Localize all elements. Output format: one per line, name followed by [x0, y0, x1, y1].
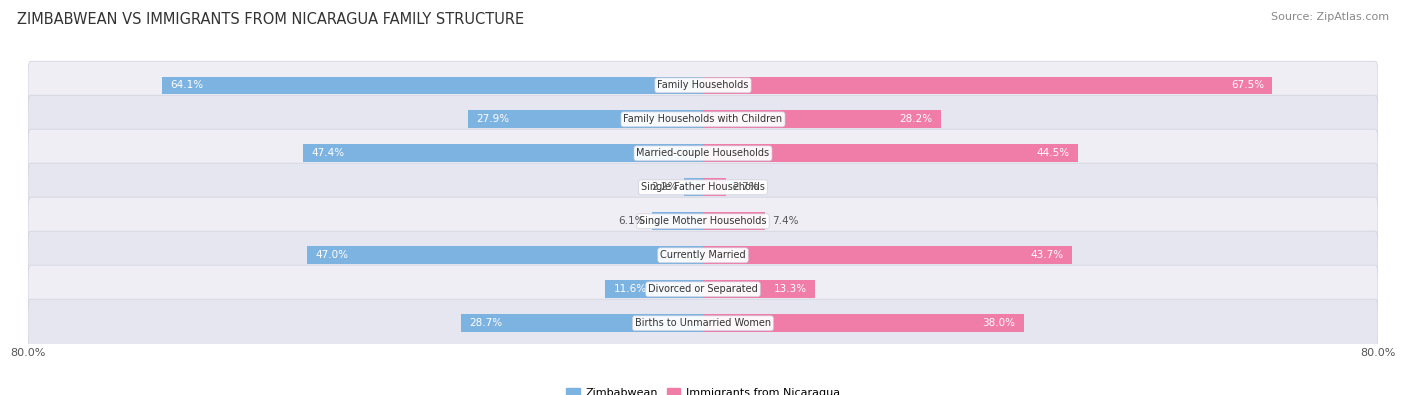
FancyBboxPatch shape: [28, 231, 1378, 279]
Text: 7.4%: 7.4%: [772, 216, 799, 226]
Bar: [605, 280, 703, 298]
Text: 44.5%: 44.5%: [1036, 148, 1070, 158]
Bar: [651, 213, 703, 230]
Bar: [703, 77, 1272, 94]
FancyBboxPatch shape: [28, 129, 1378, 177]
Text: Divorced or Separated: Divorced or Separated: [648, 284, 758, 294]
FancyBboxPatch shape: [28, 163, 1378, 211]
Bar: [307, 246, 703, 264]
FancyBboxPatch shape: [28, 61, 1378, 109]
FancyBboxPatch shape: [28, 299, 1378, 347]
Bar: [703, 145, 1078, 162]
Text: Source: ZipAtlas.com: Source: ZipAtlas.com: [1271, 12, 1389, 22]
Bar: [703, 213, 765, 230]
Text: 38.0%: 38.0%: [983, 318, 1015, 328]
Text: Births to Unmarried Women: Births to Unmarried Women: [636, 318, 770, 328]
Text: 13.3%: 13.3%: [773, 284, 807, 294]
FancyBboxPatch shape: [28, 265, 1378, 313]
Bar: [304, 145, 703, 162]
Bar: [703, 280, 815, 298]
FancyBboxPatch shape: [28, 95, 1378, 143]
Text: Single Mother Households: Single Mother Households: [640, 216, 766, 226]
Bar: [468, 111, 703, 128]
Text: Single Father Households: Single Father Households: [641, 182, 765, 192]
Bar: [703, 314, 1024, 332]
Bar: [162, 77, 703, 94]
Text: 64.1%: 64.1%: [170, 80, 204, 90]
Text: 43.7%: 43.7%: [1031, 250, 1063, 260]
Legend: Zimbabwean, Immigrants from Nicaragua: Zimbabwean, Immigrants from Nicaragua: [562, 383, 844, 395]
Text: Married-couple Households: Married-couple Households: [637, 148, 769, 158]
Bar: [703, 111, 941, 128]
Text: 28.2%: 28.2%: [900, 114, 932, 124]
Text: 28.7%: 28.7%: [470, 318, 502, 328]
Bar: [461, 314, 703, 332]
Text: Family Households with Children: Family Households with Children: [623, 114, 783, 124]
Text: 2.2%: 2.2%: [651, 182, 678, 192]
Text: Currently Married: Currently Married: [661, 250, 745, 260]
Bar: [703, 179, 725, 196]
Text: 47.0%: 47.0%: [315, 250, 347, 260]
Text: Family Households: Family Households: [658, 80, 748, 90]
Bar: [703, 246, 1071, 264]
Bar: [685, 179, 703, 196]
Text: 47.4%: 47.4%: [312, 148, 344, 158]
Text: 6.1%: 6.1%: [619, 216, 645, 226]
Text: 67.5%: 67.5%: [1230, 80, 1264, 90]
Text: 2.7%: 2.7%: [733, 182, 759, 192]
Text: 27.9%: 27.9%: [477, 114, 509, 124]
Text: 11.6%: 11.6%: [613, 284, 647, 294]
Text: ZIMBABWEAN VS IMMIGRANTS FROM NICARAGUA FAMILY STRUCTURE: ZIMBABWEAN VS IMMIGRANTS FROM NICARAGUA …: [17, 12, 524, 27]
FancyBboxPatch shape: [28, 197, 1378, 245]
